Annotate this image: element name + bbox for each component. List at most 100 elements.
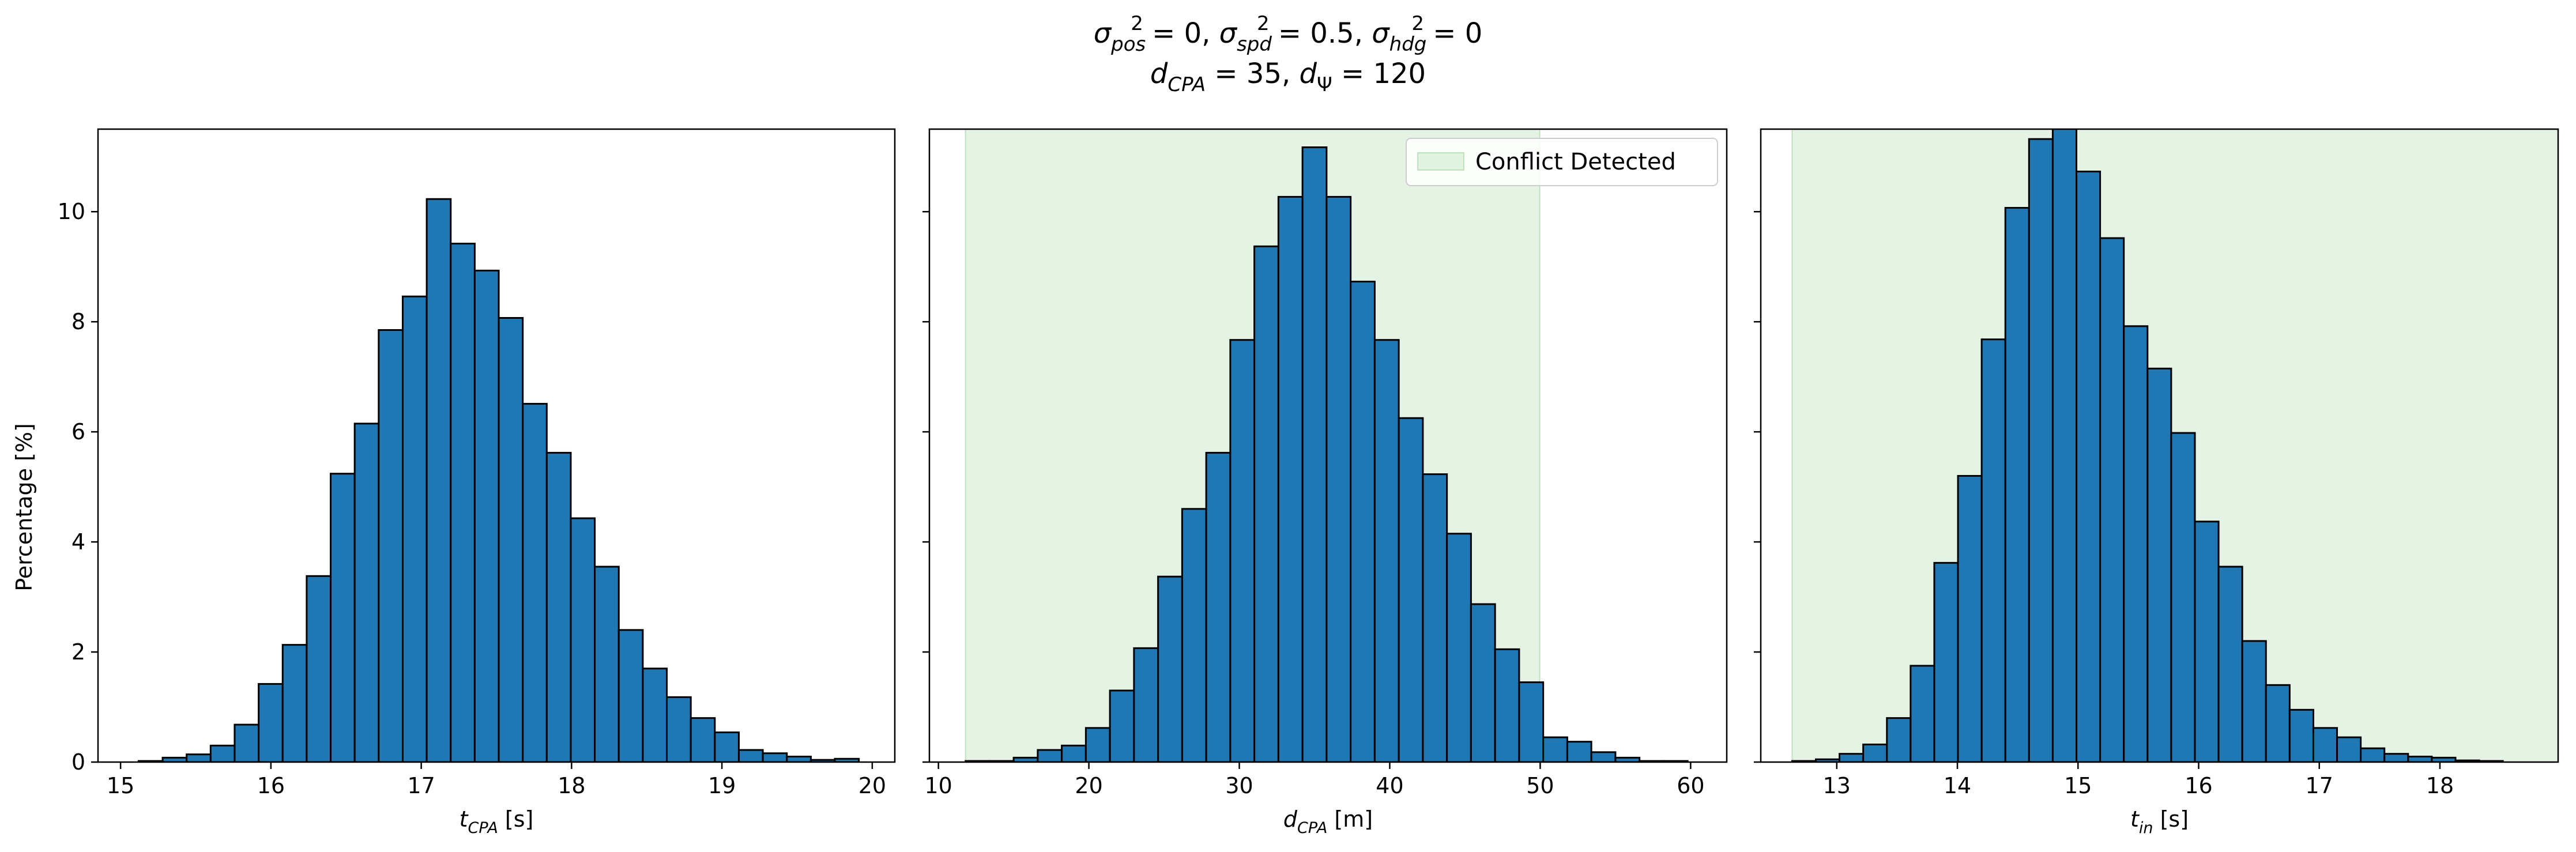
- x-axis-label-tin: tin [s]: [2130, 806, 2189, 837]
- histogram-bar: [1157, 575, 1183, 762]
- text-part: 2: [1131, 12, 1143, 35]
- histogram-bar: [1933, 561, 1959, 762]
- text-part: [s]: [498, 806, 534, 832]
- text-part: [s]: [2153, 806, 2189, 832]
- histogram-bar: [666, 696, 692, 762]
- histogram-bar: [786, 755, 812, 762]
- histogram-bar: [2217, 566, 2243, 762]
- histogram-bar: [1205, 451, 1231, 762]
- histogram-bar: [1350, 280, 1376, 762]
- x-tick-label: 17: [2306, 773, 2333, 798]
- histogram-bar: [642, 668, 668, 762]
- histogram-bar: [1446, 533, 1472, 762]
- histogram-bar: [2360, 747, 2386, 762]
- histogram-bar: [2076, 171, 2102, 762]
- histogram-bar: [1980, 338, 2006, 762]
- legend: Conflict Detected: [1406, 138, 1718, 186]
- histogram-bar: [2312, 727, 2338, 762]
- text-part: = 0: [1424, 17, 1482, 50]
- histogram-bar: [1373, 339, 1400, 762]
- histogram-bar: [2028, 138, 2054, 762]
- histogram-bar: [2383, 753, 2409, 762]
- histogram-bar: [401, 295, 428, 762]
- histogram-bar: [762, 752, 788, 762]
- text-part: in: [2139, 819, 2153, 837]
- x-tick-label: 16: [257, 773, 285, 798]
- text-part: CPA: [1297, 819, 1327, 837]
- text-part: spd: [1237, 33, 1272, 56]
- axes-frame: [1760, 128, 2559, 763]
- x-tick-label: 14: [1944, 773, 1971, 798]
- x-tick-label: 13: [1823, 773, 1851, 798]
- text-part: 2: [1257, 12, 1270, 35]
- histogram-bar: [834, 757, 860, 762]
- histogram-bar: [1494, 648, 1520, 762]
- histogram-bar: [594, 566, 620, 762]
- histogram-bar: [378, 329, 404, 762]
- histogram-bar: [737, 749, 764, 762]
- histogram-bar: [1084, 727, 1111, 762]
- x-tick-label: 20: [858, 773, 886, 798]
- histogram-bar: [1862, 743, 1888, 762]
- x-tick-label: 15: [2064, 773, 2092, 798]
- histogram-bar: [617, 629, 644, 762]
- histogram-bar: [498, 316, 524, 762]
- histogram-bar: [450, 243, 476, 762]
- text-part: = 35,: [1206, 58, 1299, 90]
- text-part: pos: [1110, 33, 1146, 56]
- text-part: Ψ: [1317, 73, 1332, 96]
- histogram-bar: [545, 451, 572, 762]
- histogram-bar: [1325, 195, 1352, 762]
- histogram-bar: [570, 517, 596, 762]
- y-axis-label: Percentage [%]: [12, 423, 37, 591]
- histogram-bar: [353, 423, 380, 762]
- text-part: CPA: [468, 819, 498, 837]
- histogram-bar: [2407, 755, 2433, 762]
- x-tick-label: 60: [1677, 773, 1704, 798]
- histogram-bar: [1542, 736, 1568, 762]
- histogram-bar: [2170, 432, 2196, 762]
- histogram-bar: [306, 575, 332, 762]
- histogram-bar: [1398, 417, 1424, 762]
- histogram-bar: [281, 644, 308, 762]
- figure-title-line-2: dCPA = 35, dΨ = 120: [1150, 58, 1426, 96]
- x-axis-label-tcpa: tCPA [s]: [460, 806, 534, 837]
- y-tick-label: 2: [71, 639, 85, 665]
- histogram-bar: [1061, 744, 1087, 762]
- text-part: = 0,: [1143, 17, 1219, 50]
- axes-frame: [928, 128, 1728, 763]
- x-tick-label: 10: [924, 773, 952, 798]
- histogram-bar: [330, 473, 356, 762]
- histogram-bar: [2194, 521, 2220, 762]
- text-part: [m]: [1327, 806, 1373, 832]
- histogram-bar: [2288, 708, 2314, 762]
- x-axis-label-dcpa: dCPA [m]: [1283, 806, 1373, 837]
- histogram-bar: [186, 753, 212, 762]
- x-tick-label: 18: [2426, 773, 2454, 798]
- histogram-bar: [209, 744, 236, 762]
- histogram-bar: [1109, 689, 1135, 762]
- axes-frame: [97, 128, 896, 763]
- panel-tcpa: 15 16 17 18 19 20 0 2 4 6 8 10 tCPA [s]: [58, 128, 896, 837]
- panel-dcpa: 10 20 30 40 50 60 dCPA [m] Conflict Detected: [922, 128, 1728, 837]
- histogram-bar: [2146, 367, 2172, 762]
- y-tick-label: 8: [71, 309, 85, 334]
- histogram-bar: [1590, 751, 1617, 762]
- histogram-bar: [1910, 665, 1935, 762]
- x-tick-label: 15: [107, 773, 134, 798]
- histogram-bar: [1229, 339, 1256, 762]
- histogram-bar: [1277, 195, 1304, 762]
- histogram-bar: [1037, 749, 1063, 762]
- text-part: σ: [1372, 17, 1390, 50]
- x-tick-label: 16: [2185, 773, 2212, 798]
- text-part: = 0.5,: [1270, 17, 1372, 50]
- histogram-bar: [1957, 475, 1983, 762]
- histogram-bar: [258, 683, 284, 762]
- figure-title-line-1: σpos2 = 0, σspd2 = 0.5, σhdg2 = 0: [1094, 12, 1483, 56]
- text-part: d: [1300, 58, 1317, 90]
- legend-label: Conflict Detected: [1475, 149, 1676, 175]
- text-part: t: [2130, 806, 2140, 832]
- histogram-bar: [1301, 146, 1328, 762]
- y-tick-label: 10: [58, 199, 85, 224]
- text-part: σ: [1094, 17, 1112, 50]
